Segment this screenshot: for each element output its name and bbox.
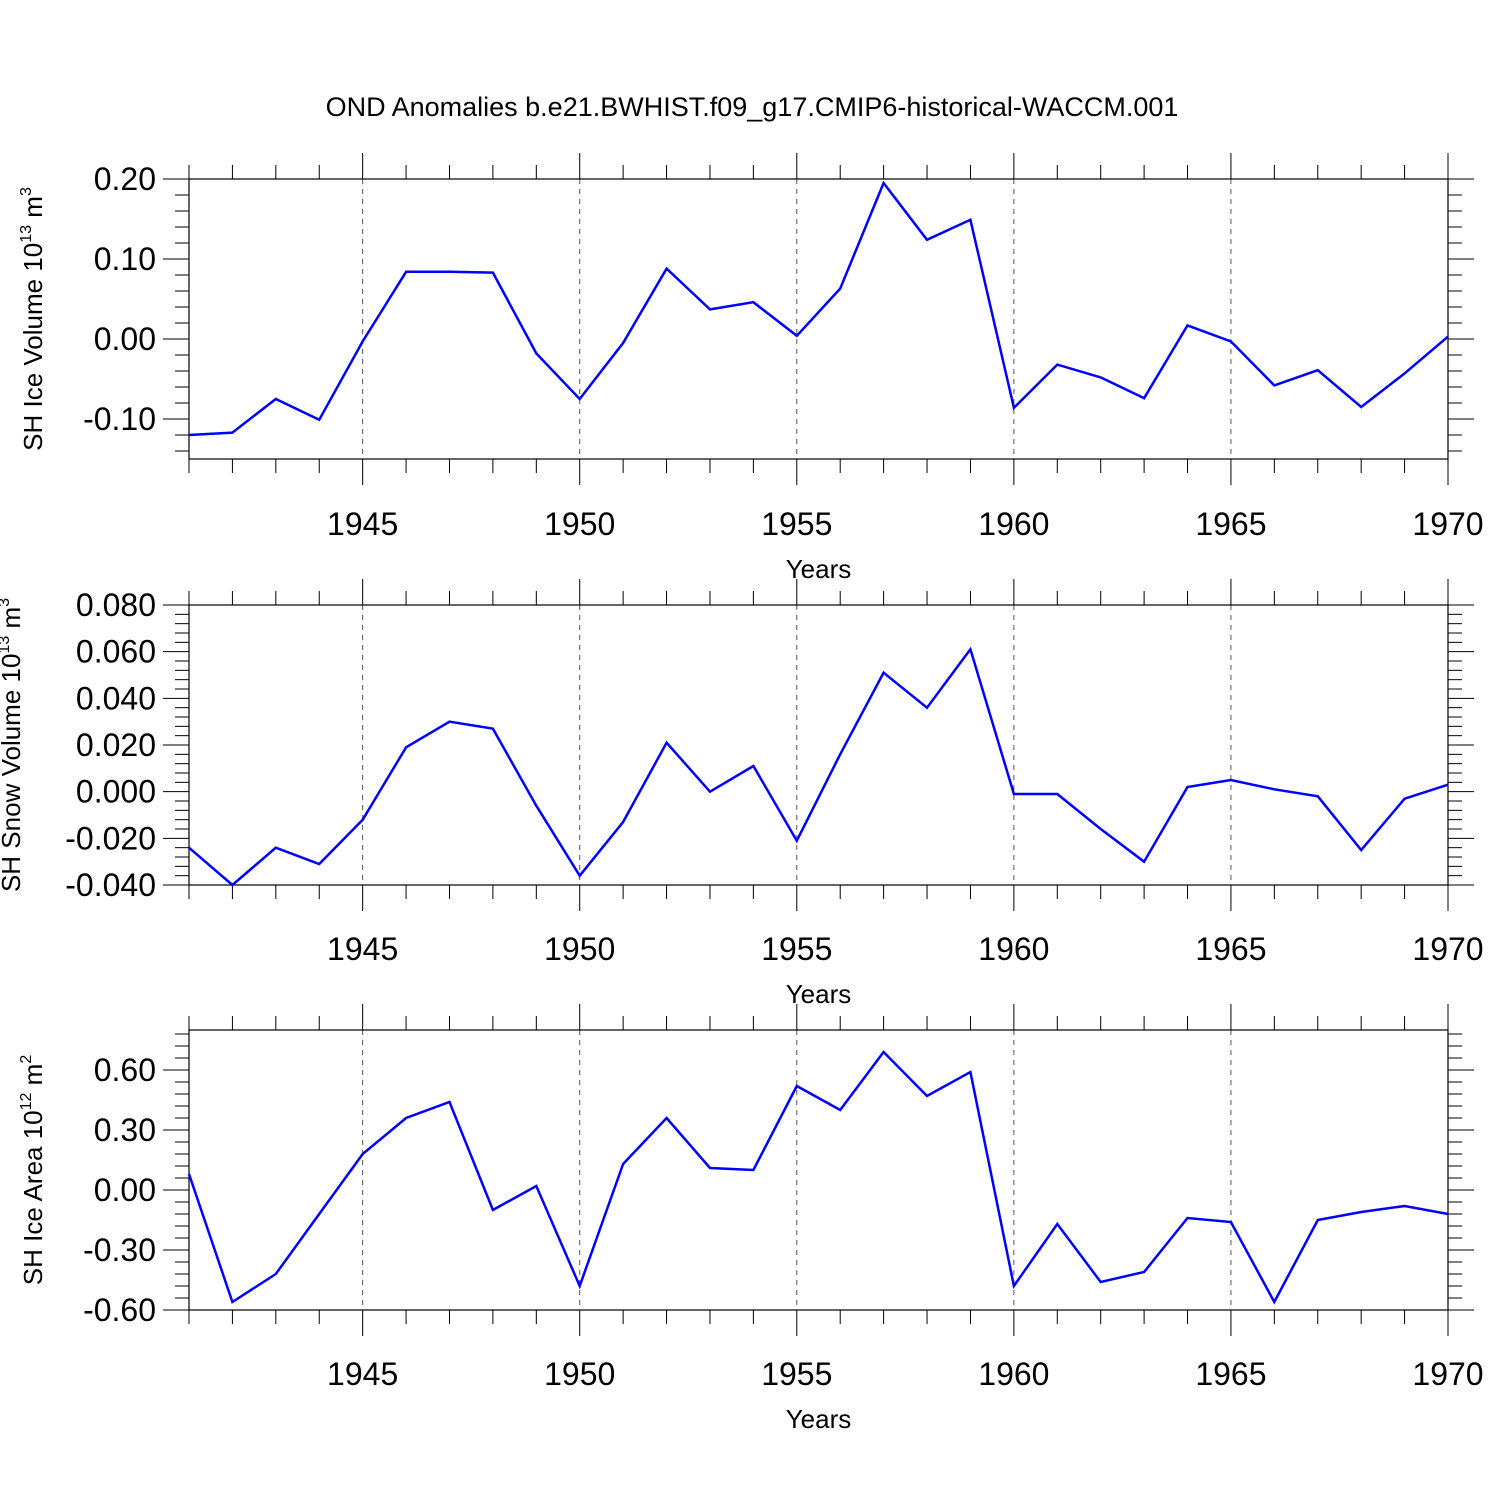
x-tick-label: 1945 <box>327 506 398 542</box>
x-axis-title: Years <box>786 554 852 584</box>
x-tick-label: 1950 <box>544 931 615 967</box>
y-tick-label: -0.60 <box>83 1292 156 1328</box>
y-tick-label: 0.040 <box>76 680 156 716</box>
x-tick-label: 1960 <box>978 506 1049 542</box>
y-tick-label: 0.080 <box>76 587 156 623</box>
x-tick-label: 1960 <box>978 931 1049 967</box>
x-tick-label: 1970 <box>1412 931 1483 967</box>
chart-panel-1: 0.20 0.10 0.00 -0.10 1945 1950 1955 1960 1965 197… <box>18 153 1484 584</box>
x-tick-label: 1965 <box>1195 931 1266 967</box>
chart-panel-2: 0.080 0.060 0.040 0.020 0.000 -0.020 -0.040 194… <box>0 579 1484 1009</box>
plot-frame <box>188 1029 1449 1311</box>
x-tick-label: 1945 <box>327 1356 398 1392</box>
x-tick-label: 1945 <box>327 931 398 967</box>
x-tick-label: 1970 <box>1412 506 1483 542</box>
figure-title: OND Anomalies b.e21.BWHIST.f09_g17.CMIP6… <box>326 92 1179 122</box>
panels: 0.20 0.10 0.00 -0.10 1945 1950 1955 1960 1965 197… <box>0 153 1484 1434</box>
y-tick-label: 0.10 <box>94 241 156 277</box>
series-line <box>188 180 1449 437</box>
y-tick-label: 0.60 <box>94 1052 156 1088</box>
y-tick-label: 0.00 <box>94 321 156 357</box>
x-tick-label: 1955 <box>761 1356 832 1392</box>
y-tick-label: -0.020 <box>65 820 156 856</box>
x-tick-label: 1965 <box>1195 1356 1266 1392</box>
x-tick-label: 1965 <box>1195 506 1266 542</box>
x-tick-label: 1960 <box>978 1356 1049 1392</box>
y-tick-label: -0.30 <box>83 1232 156 1268</box>
x-tick-label: 1955 <box>761 931 832 967</box>
plot-frame <box>188 604 1449 886</box>
x-axis-title: Years <box>786 1404 852 1434</box>
y-tick-label: 0.20 <box>94 161 156 197</box>
y-tick-label: -0.040 <box>65 867 156 903</box>
x-axis-title: Years <box>786 979 852 1009</box>
chart-panel-3: 0.60 0.30 0.00 -0.30 -0.60 1945 1950 1955 1960 19… <box>18 1004 1484 1434</box>
x-tick-label: 1955 <box>761 506 832 542</box>
y-tick-label: 0.000 <box>76 774 156 810</box>
y-tick-label: -0.10 <box>83 401 156 437</box>
x-tick-label: 1950 <box>544 506 615 542</box>
series-line <box>188 646 1449 887</box>
x-tick-label: 1970 <box>1412 1356 1483 1392</box>
y-tick-label: 0.060 <box>76 634 156 670</box>
plot-frame <box>188 178 1449 460</box>
y-tick-label: 0.30 <box>94 1112 156 1148</box>
y-tick-label: 0.00 <box>94 1172 156 1208</box>
y-axis-title: SH Snow Volume 1013 m3 <box>0 598 26 892</box>
y-axis-title: SH Ice Volume 1013 m3 <box>18 187 48 451</box>
y-axis-title: SH Ice Area 1012 m2 <box>18 1055 48 1286</box>
y-tick-label: 0.020 <box>76 727 156 763</box>
x-tick-label: 1950 <box>544 1356 615 1392</box>
series-line <box>187 1050 1449 1305</box>
